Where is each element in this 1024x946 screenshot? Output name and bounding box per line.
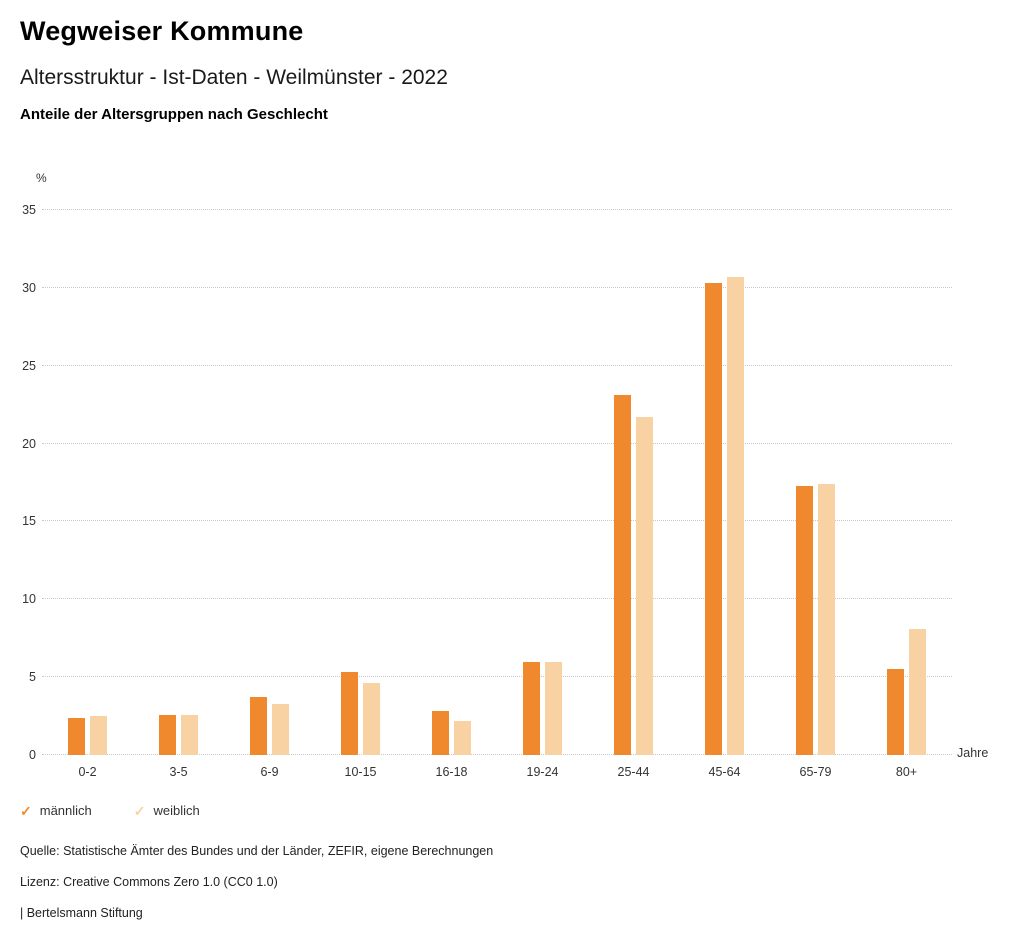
x-axis-category-label: 65-79: [799, 765, 832, 779]
bar-männlich: [614, 395, 631, 755]
gridline: [42, 364, 952, 366]
gridline: [42, 754, 952, 755]
legend-item-label: männlich: [39, 803, 92, 818]
legend: ✓ männlich ✓ weiblich: [20, 803, 200, 818]
bar-group-25-44: 25-44: [588, 210, 679, 779]
bar-group-65-79: 65-79: [770, 210, 861, 779]
attribution-text: | Bertelsmann Stiftung: [20, 906, 143, 920]
bar-männlich: [432, 711, 449, 755]
bar-weiblich: [454, 720, 471, 755]
bar-group-80+: 80+: [861, 210, 952, 779]
y-axis-tick-label: 15: [22, 514, 36, 529]
bar-männlich: [68, 717, 85, 755]
bar-group-45-64: 45-64: [679, 210, 770, 779]
bar-männlich: [705, 283, 722, 755]
bar-weiblich: [818, 484, 835, 755]
gridline: [42, 676, 952, 678]
x-axis-category-label: 3-5: [169, 765, 188, 779]
bar-weiblich: [272, 703, 289, 755]
check-icon: ✓: [20, 802, 32, 819]
y-axis-tick-label: 30: [22, 280, 36, 295]
gridline: [42, 286, 952, 288]
y-axis-tick-label: 35: [22, 203, 36, 217]
bar-weiblich: [545, 661, 562, 755]
x-axis-category-label: 16-18: [435, 765, 468, 779]
gridline: [42, 598, 952, 600]
bar-group-19-24: 19-24: [497, 210, 588, 779]
x-axis-category-label: 25-44: [617, 765, 650, 779]
gridline: [42, 442, 952, 444]
y-axis-tick-label: 10: [22, 592, 36, 607]
page-title: Wegweiser Kommune: [20, 16, 304, 46]
chart-heading: Anteile der Altersgruppen nach Geschlech…: [20, 106, 328, 123]
y-axis-tick-label: 25: [22, 358, 36, 373]
bar-group-16-18: 16-18: [406, 210, 497, 779]
bar-weiblich: [909, 628, 926, 755]
bar-pair: [521, 661, 565, 755]
bar-pair: [66, 716, 110, 755]
check-icon: ✓: [133, 802, 146, 819]
bar-pair: [339, 672, 383, 755]
x-axis-unit-label: Jahre: [957, 746, 989, 760]
license-text: Lizenz: Creative Commons Zero 1.0 (CC0 1…: [20, 875, 278, 889]
x-axis-category-label: 0-2: [78, 765, 97, 779]
bar-männlich: [887, 669, 904, 755]
source-text: Quelle: Statistische Ämter des Bundes un…: [20, 844, 494, 858]
bar-group-0-2: 0-2: [42, 210, 133, 779]
bar-männlich: [250, 697, 267, 755]
bar-group-10-15: 10-15: [315, 210, 406, 779]
bar-group-6-9: 6-9: [224, 210, 315, 779]
legend-item-männlich[interactable]: ✓ männlich: [20, 803, 92, 818]
bar-pair: [612, 395, 656, 755]
bar-pair: [703, 276, 747, 755]
bar-weiblich: [181, 714, 198, 755]
x-axis-category-label: 10-15: [344, 765, 377, 779]
chart-subtitle: Altersstruktur - Ist-Daten - Weilmünster…: [20, 66, 448, 89]
y-axis-tick-label: 0: [29, 748, 36, 762]
bar-männlich: [159, 714, 176, 755]
bar-pair: [794, 484, 838, 755]
bar-weiblich: [363, 683, 380, 755]
gridline: [42, 209, 952, 210]
bar-pair: [885, 628, 929, 755]
x-axis-category-label: 19-24: [526, 765, 559, 779]
legend-item-label: weiblich: [153, 803, 200, 818]
bar-männlich: [341, 672, 358, 755]
bar-weiblich: [636, 417, 653, 755]
y-axis-tick-label: 20: [22, 436, 36, 451]
bar-pair: [157, 714, 201, 755]
bar-pair: [430, 711, 474, 755]
gridline: [42, 520, 952, 522]
y-axis-tick-label: 5: [29, 670, 36, 685]
bar-männlich: [523, 661, 540, 755]
legend-item-weiblich[interactable]: ✓ weiblich: [134, 803, 200, 818]
bar-group-3-5: 3-5: [133, 210, 224, 779]
bar-weiblich: [90, 716, 107, 755]
bar-weiblich: [727, 276, 744, 755]
bar-groups: 0-2 3-5 6-9 10-15 16-18 19-24 25-44 45-64 65-79 8…: [42, 210, 952, 779]
plot-area: 0 5 10 15 20 25 30 35 0-2 3-5 6-9 10-15 16-18 19-24 25…: [22, 203, 952, 779]
x-axis-category-label: 45-64: [708, 765, 741, 779]
bar-pair: [248, 697, 292, 755]
bar-männlich: [796, 485, 813, 755]
x-axis-category-label: 6-9: [260, 765, 279, 779]
x-axis-category-label: 80+: [895, 765, 918, 779]
y-axis-unit-label: %: [36, 171, 47, 185]
